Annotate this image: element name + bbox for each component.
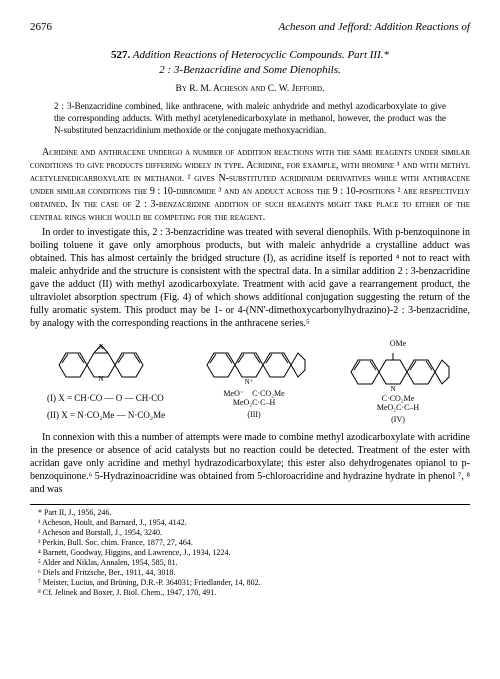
structure-IV-label: (IV) [391,415,405,425]
abstract: 2 : 3-Benzacridine combined, like anthra… [54,101,446,136]
structure-III: N⁺ MeO⁻ C·CO₂Me MeO₂C·C–H (III) [199,340,309,420]
structure-IV-line3: MeO₂C·C–H [377,403,419,412]
x-def-I: (I) X = CH·CO — O — CH·CO [47,392,165,405]
authors: By R. M. Acheson and C. W. Jefford. [176,84,325,94]
methoxyacridian-icon: N [343,349,453,395]
ref-3: ³ Perkin, Bull. Soc. chim. France, 1877,… [30,538,470,548]
running-head: Acheson and Jefford: Addition Reactions … [278,20,470,34]
paragraph-1-text: Acridine and anthracene undergo a number… [30,147,470,223]
ref-7: ⁷ Meister, Lucius, and Brüning, D.R.-P. … [30,578,470,588]
structure-IV-line2: C·CO₂Me [382,394,415,403]
svg-text:N: N [99,375,104,383]
ref-1: ¹ Acheson, Hoult, and Barnard, J., 1954,… [30,518,470,528]
structure-IV: OMe N C·CO₂Me MeO₂C·C–H ( [343,340,453,425]
ref-0: * Part II, J., 1956, 246. [30,508,470,518]
ref-4: ⁴ Barnett, Goodway, Higgins, and Lawrenc… [30,548,470,558]
article-title: 527. Addition Reactions of Heterocyclic … [30,48,470,77]
article-number: 527. [111,49,130,61]
ref-8: ⁸ Cf. Jelinek and Boxer, J. Biol. Chem.,… [30,588,470,598]
paragraph-3: In connexion with this a number of attem… [30,431,470,496]
structure-III-line2: C·CO₂Me [252,389,285,398]
structure-I-II: X N (I) X = CH·CO — O — CH·CO (II) X = N… [47,340,165,421]
paragraph-1: Acridine and anthracene undergo a number… [30,146,470,224]
title-line-2: 2 : 3-Benzacridine and Some Dienophils. [159,64,340,76]
svg-text:X: X [99,343,104,351]
svg-text:N: N [390,385,395,393]
structure-III-line3: MeO₂C·C–H [233,398,275,407]
ref-2: ² Acheson and Burstall, J., 1954, 3240. [30,528,470,538]
ref-5: ⁵ Alder and Niklas, Annalen, 1954, 585, … [30,558,470,568]
structure-III-meo: MeO⁻ [223,389,244,398]
structure-III-label: (III) [247,410,260,420]
byline: By R. M. Acheson and C. W. Jefford. [30,83,470,95]
footnotes: * Part II, J., 1956, 246. ¹ Acheson, Hou… [30,504,470,598]
ref-6: ⁶ Diels and Fritzsche, Ber., 1911, 44, 3… [30,568,470,578]
x-def-II: (II) X = N·CO₂Me — N·CO₂Me [47,409,165,422]
title-line-1: Addition Reactions of Heterocyclic Compo… [133,49,389,61]
svg-text:N⁺: N⁺ [245,378,254,386]
benzacridinium-icon: N⁺ [199,340,309,390]
structure-figures: X N (I) X = CH·CO — O — CH·CO (II) X = N… [30,340,470,425]
page-number: 2676 [30,20,52,34]
structure-IV-top: OMe [390,340,406,349]
benzacridine-bridge-icon: X N [51,340,161,390]
paragraph-2: In order to investigate this, 2 : 3-benz… [30,226,470,330]
